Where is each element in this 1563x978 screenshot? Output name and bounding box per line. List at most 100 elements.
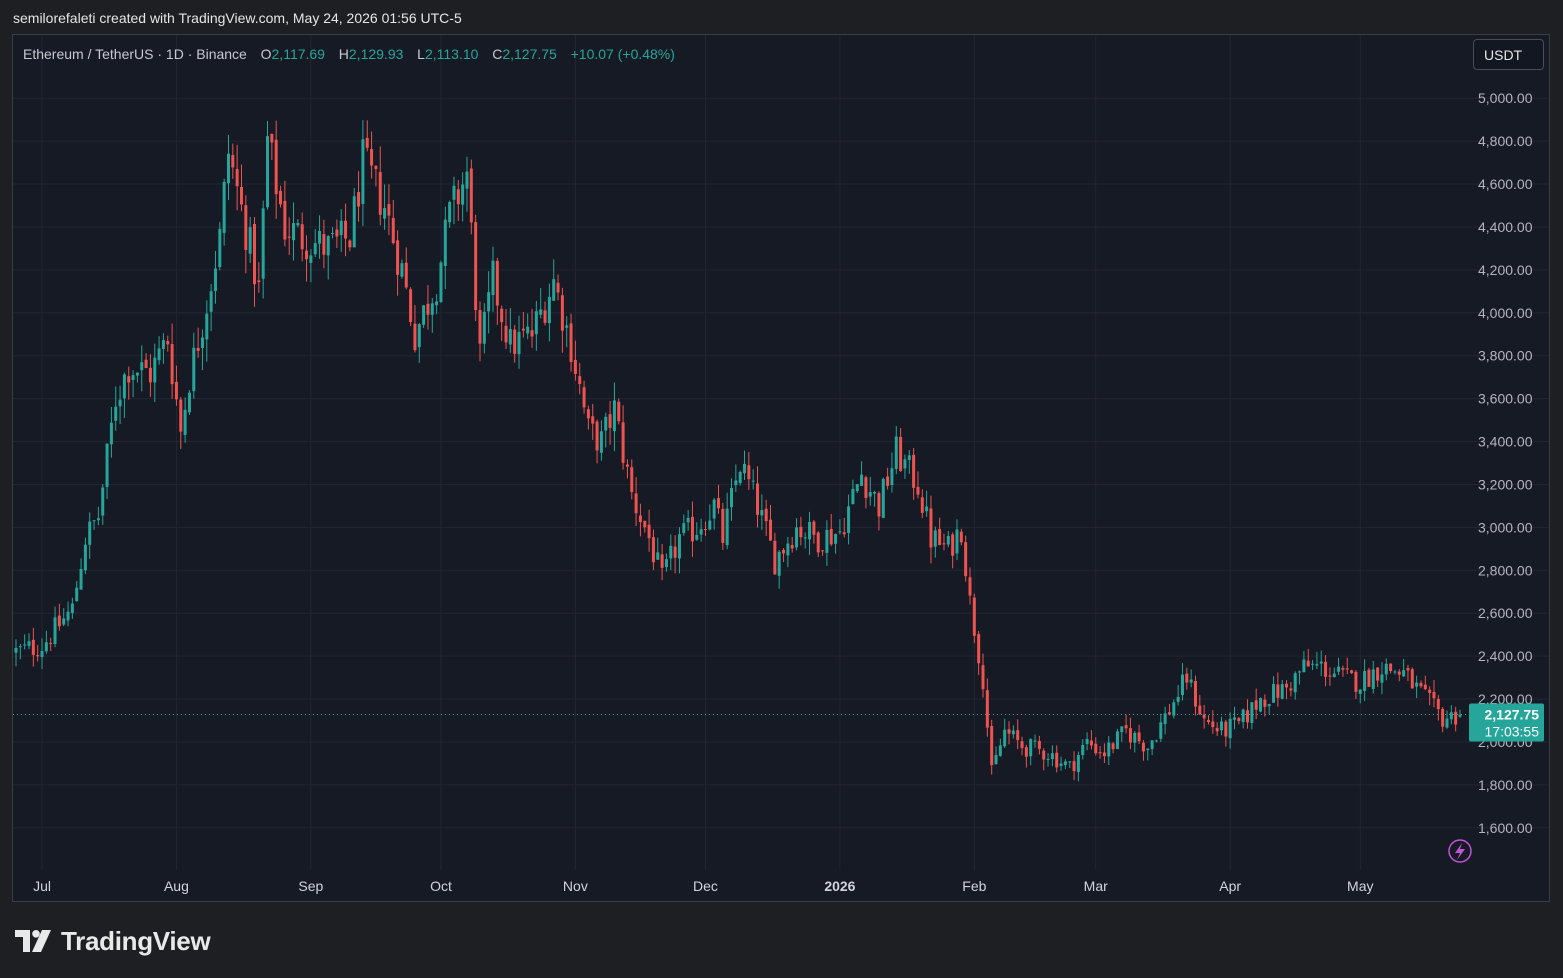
candle-body <box>1124 725 1128 729</box>
candle-body <box>239 187 243 205</box>
candle-body <box>435 301 439 306</box>
candle-body <box>344 220 348 239</box>
candle-body <box>1393 671 1397 673</box>
y-tick-label: 4,200.00 <box>1478 262 1533 278</box>
candle-body <box>1024 747 1028 757</box>
candle-body <box>1293 673 1297 693</box>
x-tick-label: Dec <box>693 878 718 894</box>
x-tick-label: 2026 <box>824 878 855 894</box>
candle-body <box>1046 758 1050 760</box>
candle-body <box>1033 740 1037 742</box>
candle-body <box>647 524 651 539</box>
candle-body <box>586 409 590 419</box>
candle-body <box>985 690 989 728</box>
candle-body <box>899 436 903 471</box>
symbol-title[interactable]: Ethereum / TetherUS · 1D · Binance <box>23 46 247 62</box>
candle-body <box>873 491 877 494</box>
candle-body <box>703 529 707 531</box>
candle-body <box>569 323 573 363</box>
candle-body <box>378 171 382 215</box>
candle-body <box>903 459 907 469</box>
candle-body <box>287 236 291 238</box>
candle-body <box>1319 661 1323 664</box>
candle-body <box>292 223 296 241</box>
candle-body <box>860 474 864 486</box>
candle-body <box>964 542 968 577</box>
candle-body <box>1211 721 1215 728</box>
x-tick-label: Sep <box>298 878 323 894</box>
candle-body <box>877 493 881 517</box>
low-label: L <box>417 46 425 62</box>
candle-body <box>868 492 872 497</box>
candle-body <box>1115 731 1119 750</box>
candle-body <box>1089 740 1093 746</box>
candle-body <box>244 205 248 250</box>
candle-body <box>582 387 586 408</box>
candle-body <box>1068 761 1072 763</box>
candle-body <box>1267 704 1271 707</box>
candle-body <box>565 325 569 328</box>
candle-body <box>1341 668 1345 670</box>
y-tick-label: 2,800.00 <box>1478 562 1533 578</box>
candle-body <box>1176 696 1180 702</box>
candle-body <box>248 227 252 254</box>
candle-body <box>1167 712 1171 715</box>
candle-body <box>1081 744 1085 755</box>
candle-body <box>300 224 304 250</box>
candle-body <box>96 518 100 521</box>
candle-body <box>669 545 673 559</box>
candle-body <box>62 618 66 625</box>
candle-body <box>122 374 126 399</box>
candle-body <box>88 521 92 545</box>
candle-body <box>578 376 582 385</box>
candle-body <box>660 554 664 568</box>
candle-body <box>92 520 96 522</box>
currency-button[interactable]: USDT <box>1473 39 1544 70</box>
candle-body <box>1111 743 1115 750</box>
candle-body <box>808 521 812 540</box>
candle-body <box>938 529 942 545</box>
lightning-icon[interactable] <box>1448 839 1472 863</box>
candle-body <box>49 643 53 645</box>
candle-body <box>1141 742 1145 752</box>
candle-body <box>161 340 165 349</box>
brand-name: TradingView <box>61 925 211 956</box>
candle-body <box>1272 684 1276 703</box>
candle-body <box>1445 718 1449 728</box>
candle-body <box>625 464 629 467</box>
candle-body <box>599 431 603 453</box>
axes: 5,000.00 4,800.00 4,600.00 4,400.00 4,200.00… <box>33 90 1533 894</box>
candle-body <box>153 357 157 383</box>
candle-body <box>27 641 31 646</box>
candle-body <box>144 359 148 369</box>
candle-body <box>925 506 929 512</box>
candle-body <box>1159 722 1163 739</box>
candle-body <box>409 289 413 323</box>
candle-body <box>266 136 270 208</box>
candle-body <box>474 222 478 311</box>
candle-body <box>972 597 976 636</box>
candle-body <box>1007 729 1011 734</box>
candle-body <box>1280 684 1284 699</box>
candle-body <box>1328 675 1332 677</box>
candle-body <box>374 165 378 169</box>
candle-body <box>83 544 87 571</box>
candle-body <box>326 236 330 256</box>
candle-body <box>1259 698 1263 712</box>
candle-body <box>552 279 556 301</box>
symbol-legend[interactable]: Ethereum / TetherUS · 1D · Binance O2,11… <box>23 46 675 62</box>
tradingview-logo[interactable]: TradingView <box>15 925 211 957</box>
candle-body <box>170 344 174 385</box>
candle-body <box>517 331 521 355</box>
candle-body <box>721 508 725 543</box>
candle-body <box>57 615 61 627</box>
bar-countdown-label: 17:03:55 <box>1485 724 1540 740</box>
lightning-icon-bolt <box>1455 843 1465 860</box>
candle-body <box>23 644 27 646</box>
y-tick-label: 5,000.00 <box>1478 90 1533 106</box>
candle-body <box>916 486 920 495</box>
candle-body <box>743 463 747 474</box>
candle-body <box>500 308 504 323</box>
candle-body <box>756 483 760 515</box>
